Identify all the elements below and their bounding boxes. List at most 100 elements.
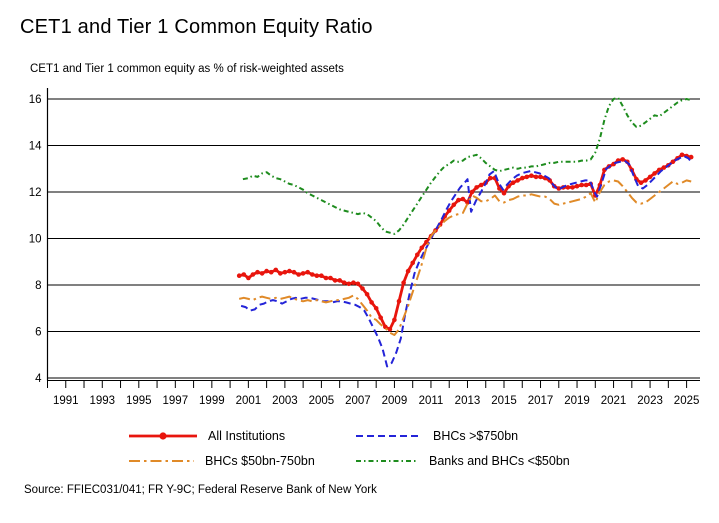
series-marker: [488, 175, 493, 181]
x-axis-tick-label: 1995: [126, 395, 152, 407]
series-marker: [524, 174, 530, 180]
x-axis-tick-label: 2003: [272, 395, 298, 407]
series-marker: [314, 273, 320, 279]
series-marker: [556, 186, 562, 191]
y-axis-tick-label: 4: [35, 373, 42, 385]
series-marker: [574, 183, 580, 189]
legend-item-bhcs-50-750bn: BHCs $50bn-750bn: [128, 454, 315, 468]
page-title: CET1 and Tier 1 Common Equity Ratio: [20, 16, 373, 38]
series-marker: [287, 268, 292, 274]
series-marker: [310, 272, 315, 277]
source-text: Source: FFIEC031/041; FR Y-9C; Federal R…: [24, 484, 377, 496]
series-marker: [364, 292, 370, 297]
x-axis-tick-label: 2023: [637, 395, 663, 407]
x-axis-tick-label: 2019: [564, 395, 590, 407]
series-marker: [451, 202, 457, 208]
series-marker: [259, 271, 265, 276]
series-line-3: [242, 96, 692, 235]
series-marker: [405, 268, 411, 274]
series-marker: [323, 275, 329, 281]
series-marker: [643, 178, 648, 183]
y-axis-tick-label: 12: [29, 187, 42, 199]
legend-item-all-institutions: All Institutions: [128, 429, 285, 443]
series-marker: [565, 185, 571, 190]
series-marker: [332, 278, 338, 283]
y-axis-tick-label: 6: [35, 327, 41, 339]
series-marker: [328, 275, 333, 281]
x-axis-tick-label: 2017: [528, 395, 554, 407]
series-marker: [351, 280, 356, 286]
series-marker: [346, 281, 352, 287]
legend-marker-circle: [159, 432, 167, 440]
legend-item-bhcs-over-750bn: BHCs >$750bn: [355, 429, 518, 443]
series-marker: [392, 317, 397, 323]
series-marker: [583, 182, 589, 188]
series-marker: [520, 175, 525, 181]
x-axis-tick-label: 2025: [674, 395, 700, 407]
series-marker: [638, 180, 644, 185]
series-marker: [620, 157, 625, 162]
series-marker: [282, 269, 288, 275]
series-marker: [387, 326, 393, 332]
legend-line-bhcs-over-750bn: [356, 435, 422, 437]
x-axis-tick-label: 2009: [382, 395, 408, 407]
x-axis-tick-label: 2001: [236, 395, 262, 407]
x-axis-tick-label: 1997: [163, 395, 189, 407]
series-marker: [460, 196, 466, 202]
series-marker: [410, 260, 416, 266]
series-marker: [360, 286, 365, 291]
x-axis-tick-label: 1991: [53, 395, 79, 407]
series-marker: [515, 178, 520, 183]
series-marker: [337, 278, 343, 283]
series-marker: [305, 269, 311, 275]
y-axis-tick-label: 16: [29, 94, 42, 106]
legend-item-banks-under-50bn: Banks and BHCs <$50bn: [355, 454, 570, 468]
series-marker: [647, 174, 653, 180]
series-marker: [510, 180, 516, 185]
series-marker: [401, 280, 406, 286]
legend-label: Banks and BHCs <$50bn: [429, 454, 570, 468]
series-marker: [268, 269, 274, 275]
x-axis-tick-label: 2015: [491, 395, 517, 407]
x-axis-tick-label: 2011: [419, 395, 444, 407]
legend-label: BHCs >$750bn: [433, 429, 519, 443]
series-marker: [469, 189, 475, 195]
x-axis-tick-label: 1993: [89, 395, 115, 407]
legend-line-bhcs-50-750bn: [129, 460, 194, 462]
series-marker: [688, 154, 694, 160]
series-marker: [474, 185, 479, 190]
series-marker: [579, 182, 584, 188]
legend-line-banks-under-50bn: [356, 460, 418, 462]
series-line-1: [240, 155, 692, 368]
chart-subtitle: CET1 and Tier 1 common equity as % of ri…: [30, 63, 344, 75]
series-marker: [456, 197, 461, 203]
series-marker: [341, 280, 347, 286]
x-axis-tick-label: 2013: [455, 395, 481, 407]
series-marker: [241, 272, 247, 277]
series-marker: [278, 271, 283, 276]
series-marker: [419, 245, 425, 251]
x-axis-tick-label: 2021: [601, 395, 627, 407]
series-marker: [355, 281, 361, 287]
x-axis-tick-label: 1999: [199, 395, 225, 407]
series-marker: [529, 173, 534, 178]
series-marker: [246, 275, 251, 281]
series-marker: [396, 299, 402, 304]
y-axis-tick-label: 14: [29, 141, 42, 153]
series-marker: [415, 252, 420, 258]
series-marker: [501, 190, 507, 196]
chart-plot: 4 6 8 10 12 14 16 1991 1993 1995 1997 1999 2001 2003 2…: [29, 88, 700, 407]
series-marker: [661, 165, 667, 170]
series-marker: [300, 271, 306, 276]
series-marker: [236, 273, 242, 279]
series-marker: [255, 269, 260, 275]
series-marker: [446, 208, 452, 213]
series-marker: [369, 300, 374, 305]
x-axis-tick-label: 2007: [345, 395, 371, 407]
y-axis-tick-label: 10: [29, 234, 42, 246]
series-marker: [570, 185, 575, 190]
series-marker: [319, 273, 324, 279]
legend-line-all-institutions: [129, 432, 197, 440]
series-marker: [250, 272, 256, 277]
